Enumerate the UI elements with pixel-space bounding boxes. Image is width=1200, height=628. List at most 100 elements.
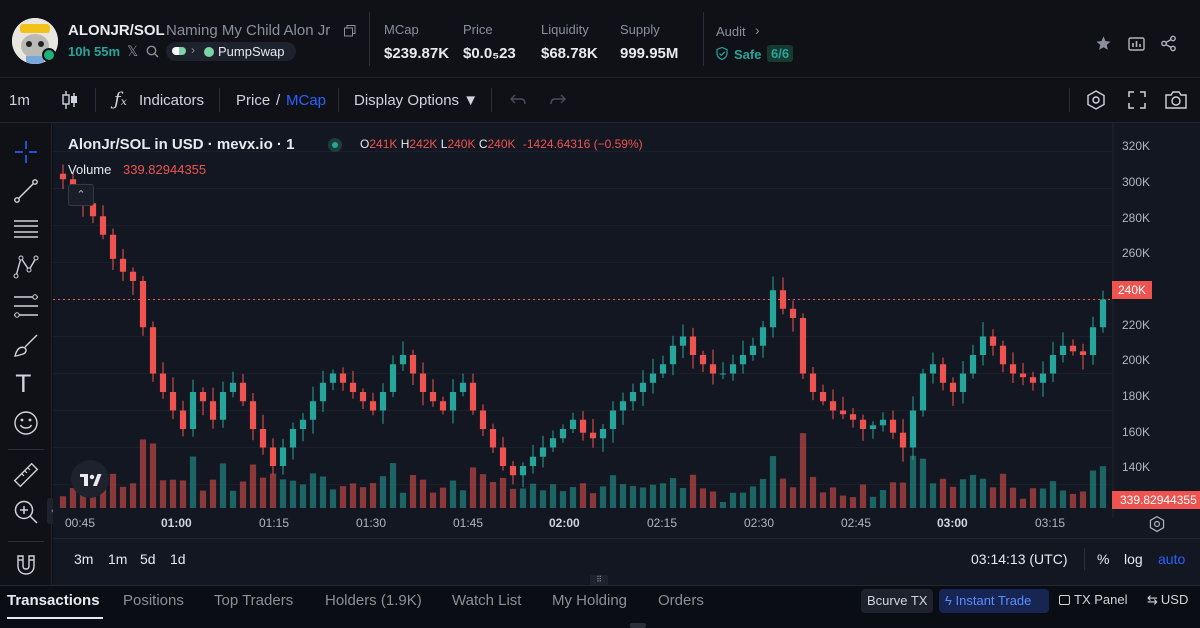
camera-icon[interactable] bbox=[1164, 89, 1188, 111]
y-tick-label: 300K bbox=[1122, 175, 1151, 189]
log-scale-toggle[interactable]: log bbox=[1124, 551, 1143, 567]
tab-top-traders[interactable]: Top Traders bbox=[214, 592, 294, 609]
candles-icon[interactable] bbox=[61, 90, 79, 110]
axis-settings-icon[interactable] bbox=[1148, 515, 1166, 533]
bcurve-tx-button[interactable]: Bcurve TX bbox=[861, 589, 934, 613]
dex-name: PumpSwap bbox=[218, 44, 285, 59]
brush-icon[interactable] bbox=[11, 330, 41, 360]
candle-body bbox=[1099, 299, 1107, 328]
pattern-icon[interactable] bbox=[11, 252, 41, 282]
fib-retracement-icon[interactable] bbox=[11, 291, 41, 321]
candle-body bbox=[269, 447, 277, 466]
search-icon[interactable] bbox=[146, 45, 159, 58]
mcap-toggle[interactable]: MCap bbox=[286, 92, 327, 109]
fx-icon[interactable]: ƒₓ bbox=[114, 89, 128, 110]
volume-bar bbox=[599, 486, 607, 508]
x-tick-label: 03:15 bbox=[1035, 516, 1066, 530]
ohlc-open: 241K bbox=[369, 137, 398, 151]
range-5d-button[interactable]: 5d bbox=[140, 551, 156, 567]
instant-trade-button[interactable]: ϟ Instant Trade bbox=[939, 589, 1049, 613]
y-tick-label: 200K bbox=[1122, 353, 1151, 367]
volume-bar bbox=[209, 479, 217, 508]
volume-bar bbox=[179, 480, 187, 508]
volume-bar bbox=[509, 488, 517, 508]
interval-button[interactable]: 1m bbox=[9, 92, 30, 109]
redo-icon[interactable] bbox=[549, 92, 567, 108]
scroll-indicator bbox=[630, 623, 646, 628]
tab-watch-list[interactable]: Watch List bbox=[452, 592, 522, 609]
candle-body bbox=[199, 392, 207, 402]
candle-body bbox=[839, 410, 847, 415]
candle-body bbox=[539, 447, 547, 457]
tab-positions[interactable]: Positions bbox=[123, 592, 184, 609]
current-price-badge: 240K bbox=[1112, 281, 1153, 299]
x-icon[interactable]: 𝕏 bbox=[127, 43, 139, 59]
active-tab-underline bbox=[7, 617, 103, 619]
currency-toggle[interactable]: ⇆ USD bbox=[1147, 592, 1188, 608]
volume-bar bbox=[159, 480, 167, 508]
tab-my-holding[interactable]: My Holding bbox=[552, 592, 628, 609]
dex-chip[interactable]: › PumpSwap bbox=[166, 42, 296, 61]
candle-body bbox=[399, 355, 407, 365]
candle-body bbox=[979, 336, 987, 355]
stat-label-supply: Supply bbox=[620, 22, 660, 37]
chart-share-icon[interactable] bbox=[1128, 35, 1145, 52]
emoji-icon[interactable] bbox=[11, 408, 41, 438]
range-1d-button[interactable]: 1d bbox=[170, 551, 186, 567]
volume-legend-value: 339.82944355 bbox=[123, 162, 207, 177]
tab-transactions[interactable]: Transactions bbox=[7, 592, 100, 609]
tab-orders[interactable]: Orders bbox=[658, 592, 704, 609]
volume-bar bbox=[679, 487, 687, 508]
candlestick-chart[interactable] bbox=[53, 123, 1200, 585]
trend-line-icon[interactable] bbox=[11, 176, 41, 206]
volume-bar bbox=[749, 486, 757, 508]
y-tick-label: 160K bbox=[1122, 425, 1151, 439]
volume-bar bbox=[699, 488, 707, 508]
undo-icon[interactable] bbox=[509, 92, 527, 108]
text-tool-icon[interactable]: T bbox=[16, 370, 31, 398]
settings-hexagon-icon[interactable] bbox=[1085, 89, 1107, 111]
volume-bar bbox=[739, 492, 747, 508]
share-icon[interactable] bbox=[1160, 35, 1177, 52]
indicators-button[interactable]: Indicators bbox=[139, 92, 205, 109]
fullscreen-icon[interactable] bbox=[1127, 90, 1147, 110]
utc-clock[interactable]: 03:14:13 (UTC) bbox=[971, 551, 1068, 567]
tx-panel-toggle[interactable]: TX Panel bbox=[1059, 592, 1127, 607]
volume-bar bbox=[239, 481, 247, 508]
audit-status: Safe bbox=[734, 47, 762, 62]
candle-body bbox=[479, 410, 487, 429]
volume-bar bbox=[429, 492, 437, 508]
panel-resize-handle[interactable]: ⠿ bbox=[590, 575, 608, 585]
ruler-icon[interactable] bbox=[11, 460, 41, 490]
candle-body bbox=[319, 382, 327, 402]
audit-section[interactable]: Audit › Safe 6/6 bbox=[716, 22, 826, 66]
x-tick-label: 02:45 bbox=[841, 516, 872, 530]
horizontal-lines-icon[interactable] bbox=[11, 214, 41, 244]
percent-scale-toggle[interactable]: % bbox=[1097, 551, 1110, 567]
verified-dot-icon bbox=[42, 48, 56, 62]
volume-bar bbox=[409, 475, 417, 508]
volume-bar bbox=[839, 495, 847, 508]
volume-bar bbox=[629, 485, 637, 508]
range-3m-button[interactable]: 3m bbox=[74, 551, 94, 567]
volume-bar bbox=[139, 439, 147, 508]
auto-scale-toggle[interactable]: auto bbox=[1158, 551, 1186, 567]
display-options-button[interactable]: Display Options ▼ bbox=[354, 92, 479, 109]
tradingview-logo[interactable] bbox=[71, 460, 109, 498]
candle-body bbox=[569, 419, 577, 429]
ohlc-o-label: O bbox=[360, 137, 370, 151]
range-1m-button[interactable]: 1m bbox=[108, 551, 128, 567]
crosshair-icon[interactable] bbox=[11, 137, 41, 167]
price-chart[interactable] bbox=[53, 123, 1200, 585]
pumpswap-icon bbox=[204, 47, 214, 57]
collapse-legend-button[interactable]: ⌃ bbox=[68, 184, 94, 206]
price-toggle[interactable]: Price bbox=[236, 92, 271, 109]
star-icon[interactable] bbox=[1095, 35, 1112, 52]
magnet-icon[interactable] bbox=[11, 550, 41, 580]
candle-body bbox=[749, 345, 757, 355]
candle-body bbox=[769, 290, 777, 328]
zoom-in-icon[interactable] bbox=[11, 497, 41, 527]
copy-icon[interactable] bbox=[344, 25, 356, 37]
candle-body bbox=[739, 355, 747, 365]
tab-holders[interactable]: Holders (1.9K) bbox=[325, 592, 422, 609]
